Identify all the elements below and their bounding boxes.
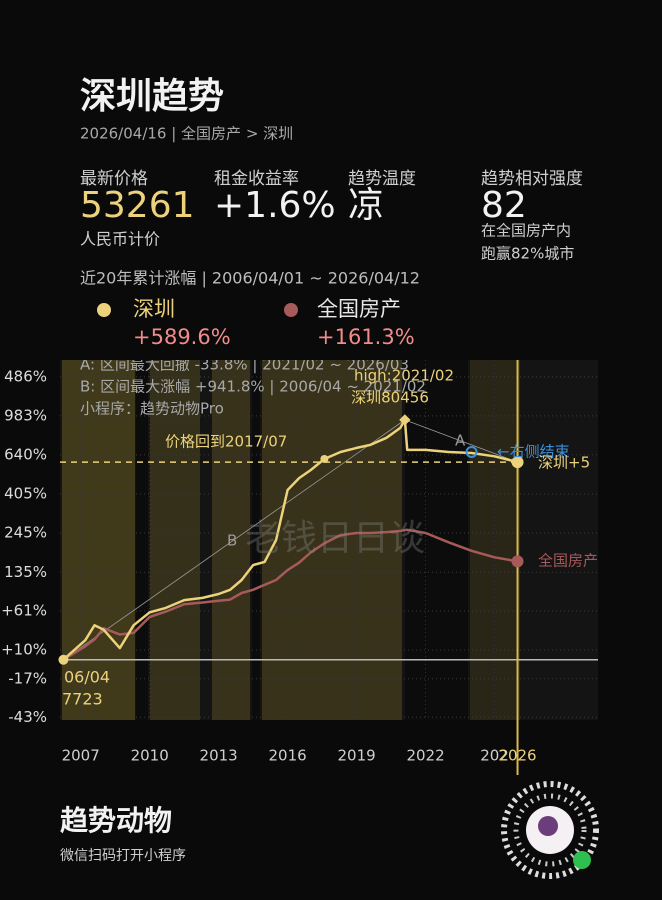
footer-subtitle: 微信扫码打开小程序 (60, 847, 186, 864)
annotation: 全国房产 (538, 552, 598, 570)
stat-label: 最新价格 (80, 169, 148, 189)
x-tick-label: 2019 (337, 747, 375, 765)
qr-ring (513, 793, 587, 867)
stat-value: 凉 (348, 185, 384, 226)
wechat-badge (573, 851, 591, 869)
x-tick-label: 2010 (131, 747, 169, 765)
y-tick-label: 405% (4, 484, 47, 502)
annotation: 深圳+5 (538, 454, 590, 472)
period: 近20年累计涨幅 | 2006/04/01 ~ 2026/04/12 (80, 269, 420, 288)
series-line (62, 418, 518, 661)
legend-label: 深圳 (133, 297, 175, 321)
x-tick-label: 202 (480, 747, 509, 765)
legend-label: 全国房产 (317, 297, 401, 321)
x-tick-label: 2007 (62, 747, 100, 765)
annotation: 深圳80456 (351, 389, 429, 407)
annotation: 06/04 (64, 668, 110, 687)
annotation: 小程序：趋势动物Pro (80, 400, 224, 418)
title: 深圳趋势 (80, 76, 224, 117)
y-tick-label: 245% (4, 523, 47, 541)
annotation: 价格回到2017/07 (165, 433, 287, 451)
peak-marker (399, 414, 411, 426)
annotation: 7723 (62, 690, 103, 709)
y-tick-label: -43% (8, 708, 47, 726)
y-tick-label: 486% (4, 367, 47, 385)
stat-value: 82 (481, 185, 527, 226)
end-point (511, 555, 524, 568)
annotation: B (227, 532, 237, 550)
legend-change: +589.6% (133, 325, 231, 349)
annotation: B: 区间最大涨幅 +941.8% | 2006/04 ~ 2021/02 (80, 378, 426, 396)
annotation: A: 区间最大回撤 -33.8% | 2021/02 ~ 2026/03 (80, 356, 409, 374)
stat-note: 跑赢82%城市 (481, 245, 574, 263)
annotation: A (455, 432, 466, 450)
point (320, 454, 329, 463)
watermark: 老钱日日谈 (245, 518, 425, 559)
x-tick-label: 2022 (406, 747, 444, 765)
qr-code (501, 781, 599, 879)
dark-band (252, 360, 260, 720)
trend-line-b (63, 419, 406, 661)
chart: -43% -17% +10% +61% 135% 245% 405% 640% 983% 486%… (1, 297, 598, 775)
footer-title: 趋势动物 (60, 804, 172, 837)
stat-value: +1.6% (214, 185, 336, 226)
subtitle: 2026/04/16 | 全国房产 > 深圳 (80, 125, 293, 143)
qr-logo-mark (538, 816, 558, 836)
stat-note: 人民币计价 (80, 230, 160, 249)
legend-swatch (284, 303, 298, 317)
trend-line-a (404, 419, 518, 463)
stat-value: 53261 (80, 185, 195, 226)
legend-swatch (97, 303, 111, 317)
x-tick-label: 2016 (269, 747, 307, 765)
qr-ring (501, 781, 599, 879)
y-tick-label: 135% (4, 563, 47, 581)
annotation: ←右侧结束 (497, 443, 570, 461)
stat-note: 在全国房产内 (481, 222, 571, 240)
right-end-marker (465, 445, 478, 458)
stat-label: 趋势相对强度 (481, 169, 583, 189)
annotation: high:2021/02 (354, 367, 454, 385)
stat-label: 趋势温度 (348, 169, 416, 189)
start-point (58, 654, 69, 665)
dark-band (136, 360, 148, 720)
y-tick-label: +10% (1, 640, 47, 658)
y-tick-label: -17% (8, 669, 47, 687)
y-tick-label: +61% (1, 601, 47, 619)
x-tick-label: 2013 (200, 747, 238, 765)
stat-label: 租金收益率 (214, 169, 299, 189)
y-tick-label: 983% (4, 406, 47, 424)
series-line (62, 528, 518, 661)
y-tick-label: 640% (4, 445, 47, 463)
legend-change: +161.3% (317, 325, 415, 349)
end-point (511, 456, 524, 469)
